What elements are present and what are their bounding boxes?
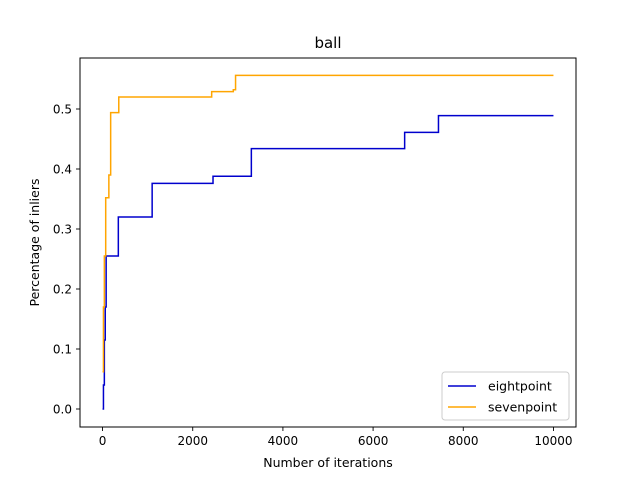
series-line-sevenpoint	[102, 74, 554, 373]
legend: eightpoint sevenpoint	[441, 371, 570, 421]
y-tick-label: 0.5	[53, 103, 72, 117]
y-tick-label: 0.0	[53, 403, 72, 417]
x-axis: 0 2000 4000 6000 8000 10000	[99, 427, 573, 448]
legend-label-eightpoint: eightpoint	[488, 379, 552, 394]
x-tick-label: 2000	[177, 434, 208, 448]
x-tick-label: 4000	[268, 434, 299, 448]
x-tick-label: 6000	[358, 434, 389, 448]
legend-box	[441, 371, 570, 421]
series-line-eightpoint	[102, 114, 554, 410]
chart-title: ball	[314, 34, 341, 52]
y-tick-label: 0.4	[53, 163, 72, 177]
plot-frame	[79, 57, 577, 428]
y-axis: 0.0 0.1 0.2 0.3 0.4 0.5	[53, 103, 80, 417]
x-tick-label: 10000	[534, 434, 572, 448]
y-tick-label: 0.1	[53, 343, 72, 357]
y-tick-label: 0.2	[53, 283, 72, 297]
x-tick-label: 0	[99, 434, 107, 448]
x-tick-label: 8000	[448, 434, 479, 448]
y-tick-label: 0.3	[53, 223, 72, 237]
x-axis-label: Number of iterations	[263, 455, 393, 470]
y-axis-label: Percentage of inliers	[27, 179, 42, 307]
legend-label-sevenpoint: sevenpoint	[488, 400, 557, 415]
plot-area	[102, 74, 554, 410]
